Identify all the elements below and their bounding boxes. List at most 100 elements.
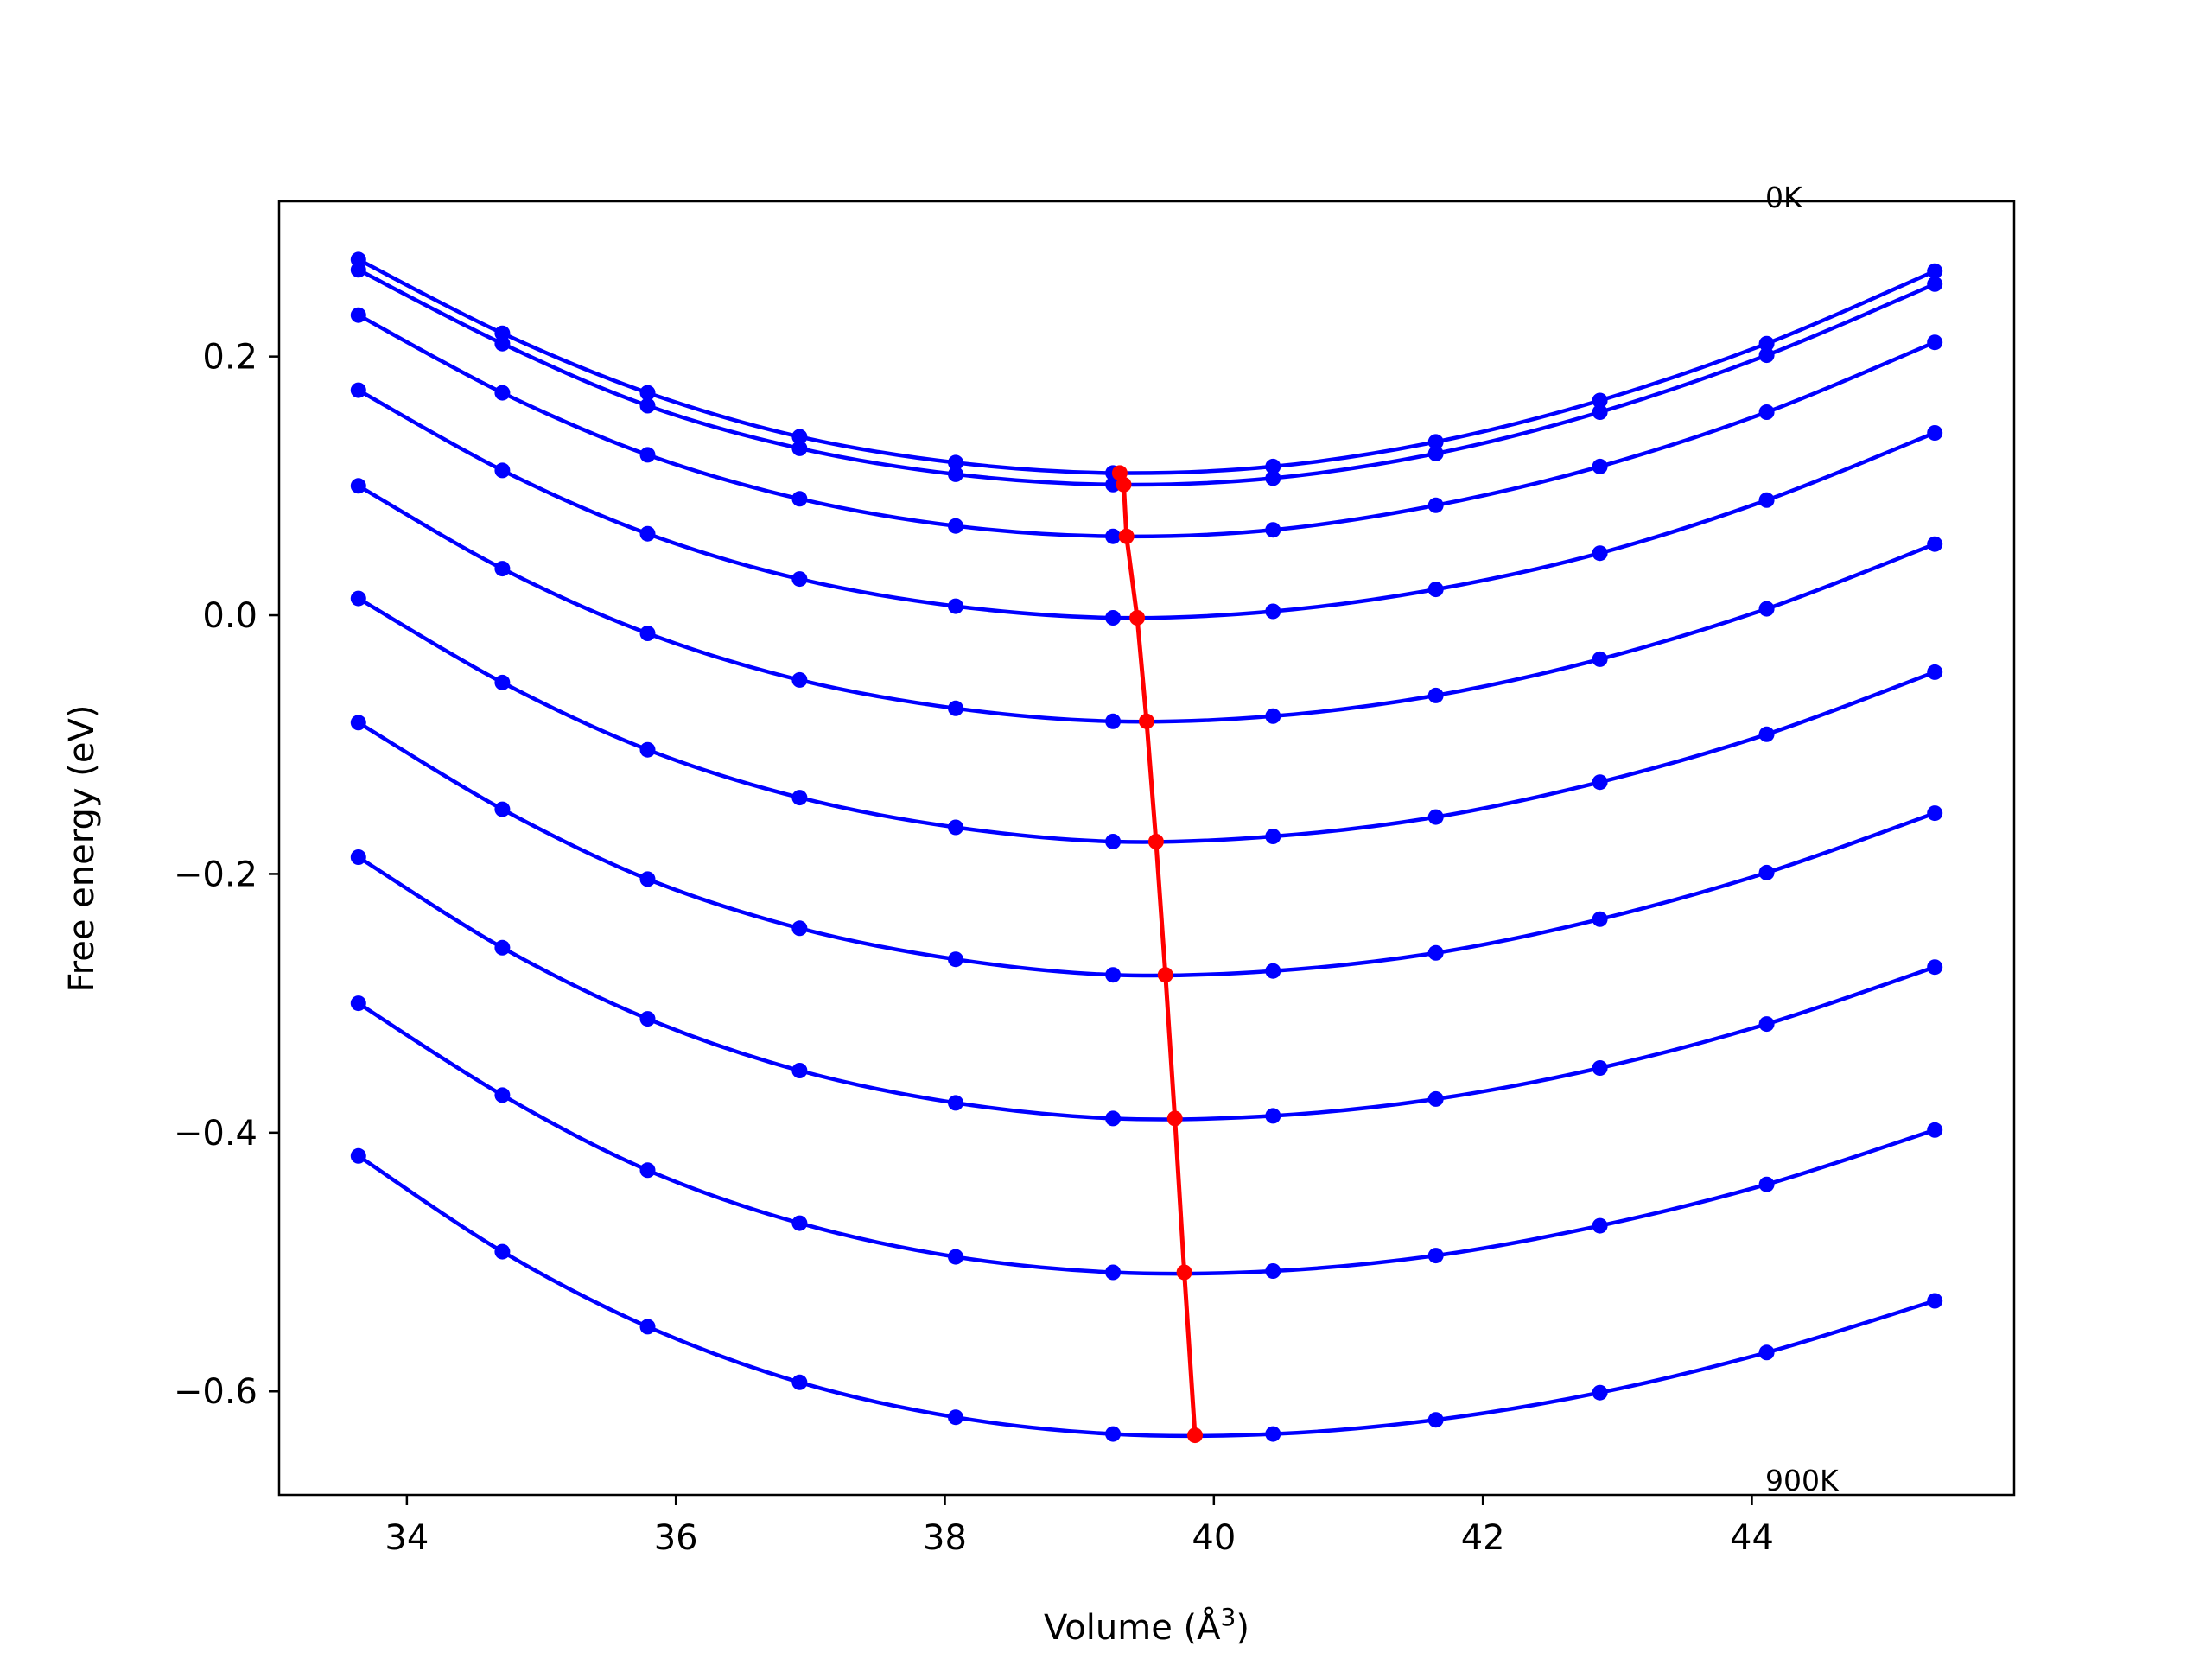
data-point (1265, 1263, 1281, 1279)
data-point (1927, 263, 1943, 279)
data-point (1758, 404, 1775, 420)
data-point (1758, 492, 1775, 508)
y-tick-label: 0.2 (202, 338, 257, 378)
data-point (1427, 434, 1444, 450)
data-point (639, 385, 656, 401)
data-point (948, 1095, 963, 1111)
data-point (791, 1215, 808, 1231)
x-tick-label: 44 (1730, 1518, 1774, 1558)
data-point (791, 671, 808, 688)
minimum-point (1157, 967, 1173, 983)
data-point (1927, 1293, 1943, 1309)
data-point (1265, 963, 1281, 979)
data-point (791, 790, 808, 806)
data-point (639, 447, 656, 463)
y-tick-label: 0.0 (202, 596, 257, 636)
data-point (791, 920, 808, 937)
data-point (791, 429, 808, 445)
x-tick-label: 40 (1192, 1518, 1236, 1558)
data-point (1105, 1426, 1122, 1442)
data-point (494, 801, 511, 817)
data-point (948, 951, 963, 968)
data-point (350, 1147, 366, 1164)
data-point (1427, 497, 1444, 513)
data-point (1427, 1412, 1444, 1428)
data-point (948, 598, 963, 614)
data-point (1592, 774, 1608, 791)
data-point (1758, 864, 1775, 880)
x-axis-title-superscript: 3 (1221, 1603, 1236, 1631)
data-point (1758, 726, 1775, 742)
data-points (350, 251, 1943, 1442)
data-point (948, 454, 963, 471)
minimum-point (1147, 834, 1164, 849)
data-point (1427, 809, 1444, 825)
data-point (1265, 1108, 1281, 1124)
x-axis-title-end: ) (1236, 1608, 1249, 1648)
data-point (1105, 476, 1122, 493)
data-point (1927, 334, 1943, 351)
data-point (1265, 458, 1281, 474)
data-point (791, 440, 808, 456)
data-point (948, 1249, 963, 1265)
axes-frame (277, 200, 2016, 1497)
data-point (639, 1011, 656, 1027)
data-point (1927, 805, 1943, 822)
data-point (1592, 1384, 1608, 1401)
y-tick-label: −0.2 (174, 855, 257, 894)
data-point (494, 335, 511, 352)
data-point (1427, 1248, 1444, 1264)
equilibrium-volume-line (1117, 472, 1198, 1436)
data-point (494, 1243, 511, 1260)
data-point (1758, 1016, 1775, 1033)
minimum-point (1116, 476, 1132, 493)
data-point (494, 674, 511, 690)
x-tick-label: 38 (923, 1518, 967, 1558)
data-point (350, 262, 366, 278)
data-point (1927, 276, 1943, 292)
data-point (639, 871, 656, 887)
data-point (1265, 708, 1281, 724)
data-point (1592, 392, 1608, 409)
data-point (639, 1162, 656, 1179)
data-point (1758, 601, 1775, 617)
data-point (1592, 911, 1608, 927)
minimum-point (1187, 1427, 1203, 1444)
data-point (639, 1319, 656, 1335)
minimum-point (1129, 610, 1146, 626)
data-point (791, 571, 808, 588)
data-point (948, 1409, 963, 1426)
data-point (350, 478, 366, 494)
data-point (1427, 582, 1444, 598)
data-point (494, 939, 511, 956)
data-point (1105, 1110, 1122, 1127)
data-point (948, 466, 963, 482)
y-axis-ticks: 0.2 0.0 −0.2 −0.4 −0.6 (174, 338, 279, 1412)
data-point (1592, 404, 1608, 420)
data-point (791, 491, 808, 507)
data-point (1592, 1217, 1608, 1234)
data-point (494, 385, 511, 401)
y-tick-label: −0.4 (174, 1114, 257, 1154)
data-point (494, 561, 511, 577)
data-point (494, 1087, 511, 1103)
data-point (1265, 1426, 1281, 1442)
data-point (791, 1063, 808, 1078)
data-point (350, 995, 366, 1012)
data-point (1592, 458, 1608, 474)
data-point (639, 525, 656, 542)
data-point (1592, 545, 1608, 562)
data-point (350, 382, 366, 398)
data-point (1105, 967, 1122, 983)
minimum-path (1111, 465, 1203, 1444)
x-tick-label: 42 (1461, 1518, 1505, 1558)
data-point (1927, 425, 1943, 441)
data-point (1927, 536, 1943, 552)
data-point (639, 397, 656, 414)
data-point (639, 741, 656, 758)
data-point (1427, 445, 1444, 461)
x-tick-label: 34 (385, 1518, 429, 1558)
x-tick-label: 36 (654, 1518, 698, 1558)
